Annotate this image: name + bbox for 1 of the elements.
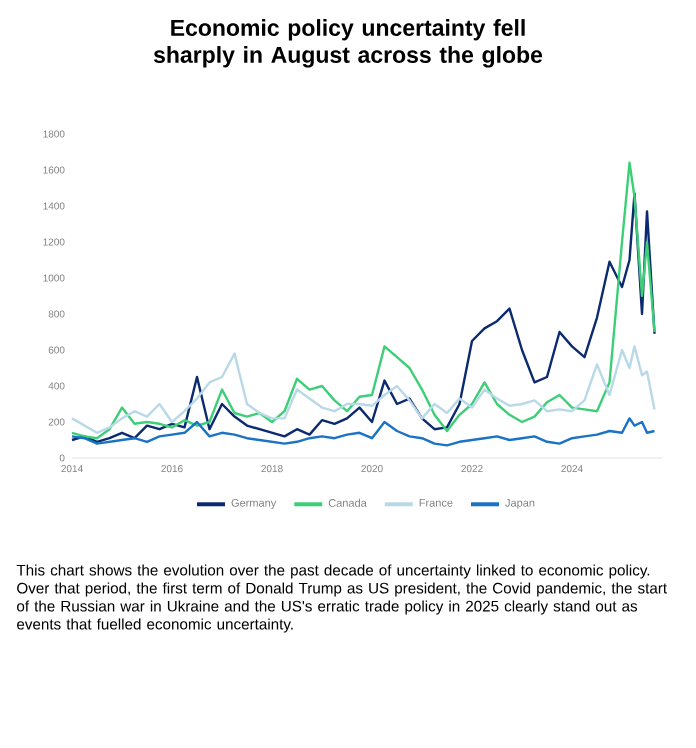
chart-title: Economic policy uncertainty fell sharply in August across the globe xyxy=(153,19,543,68)
